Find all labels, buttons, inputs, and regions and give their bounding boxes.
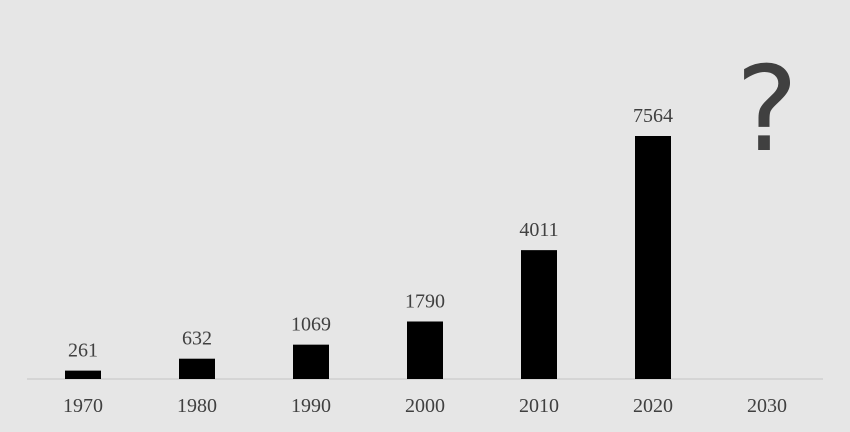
x-tick-label: 1990	[291, 395, 331, 417]
value-label: 632	[182, 328, 212, 350]
x-tick-label: 2030	[747, 395, 787, 417]
x-tick-label: 1970	[63, 395, 103, 417]
bar	[521, 250, 557, 379]
x-tick-label: 2010	[519, 395, 559, 417]
x-tick-label: 1980	[177, 395, 217, 417]
bar	[293, 344, 329, 379]
value-label: 261	[68, 340, 98, 362]
value-label: 1790	[405, 290, 445, 312]
annotation: ?	[736, 40, 799, 178]
value-label: 7564	[633, 105, 673, 127]
bar	[407, 321, 443, 379]
x-tick-label: 2020	[633, 395, 673, 417]
bar	[179, 358, 215, 379]
bar	[635, 136, 671, 379]
value-label: 1069	[291, 314, 331, 336]
bar	[65, 370, 101, 379]
value-label: 4011	[519, 219, 558, 241]
x-tick-label: 2000	[405, 395, 445, 417]
